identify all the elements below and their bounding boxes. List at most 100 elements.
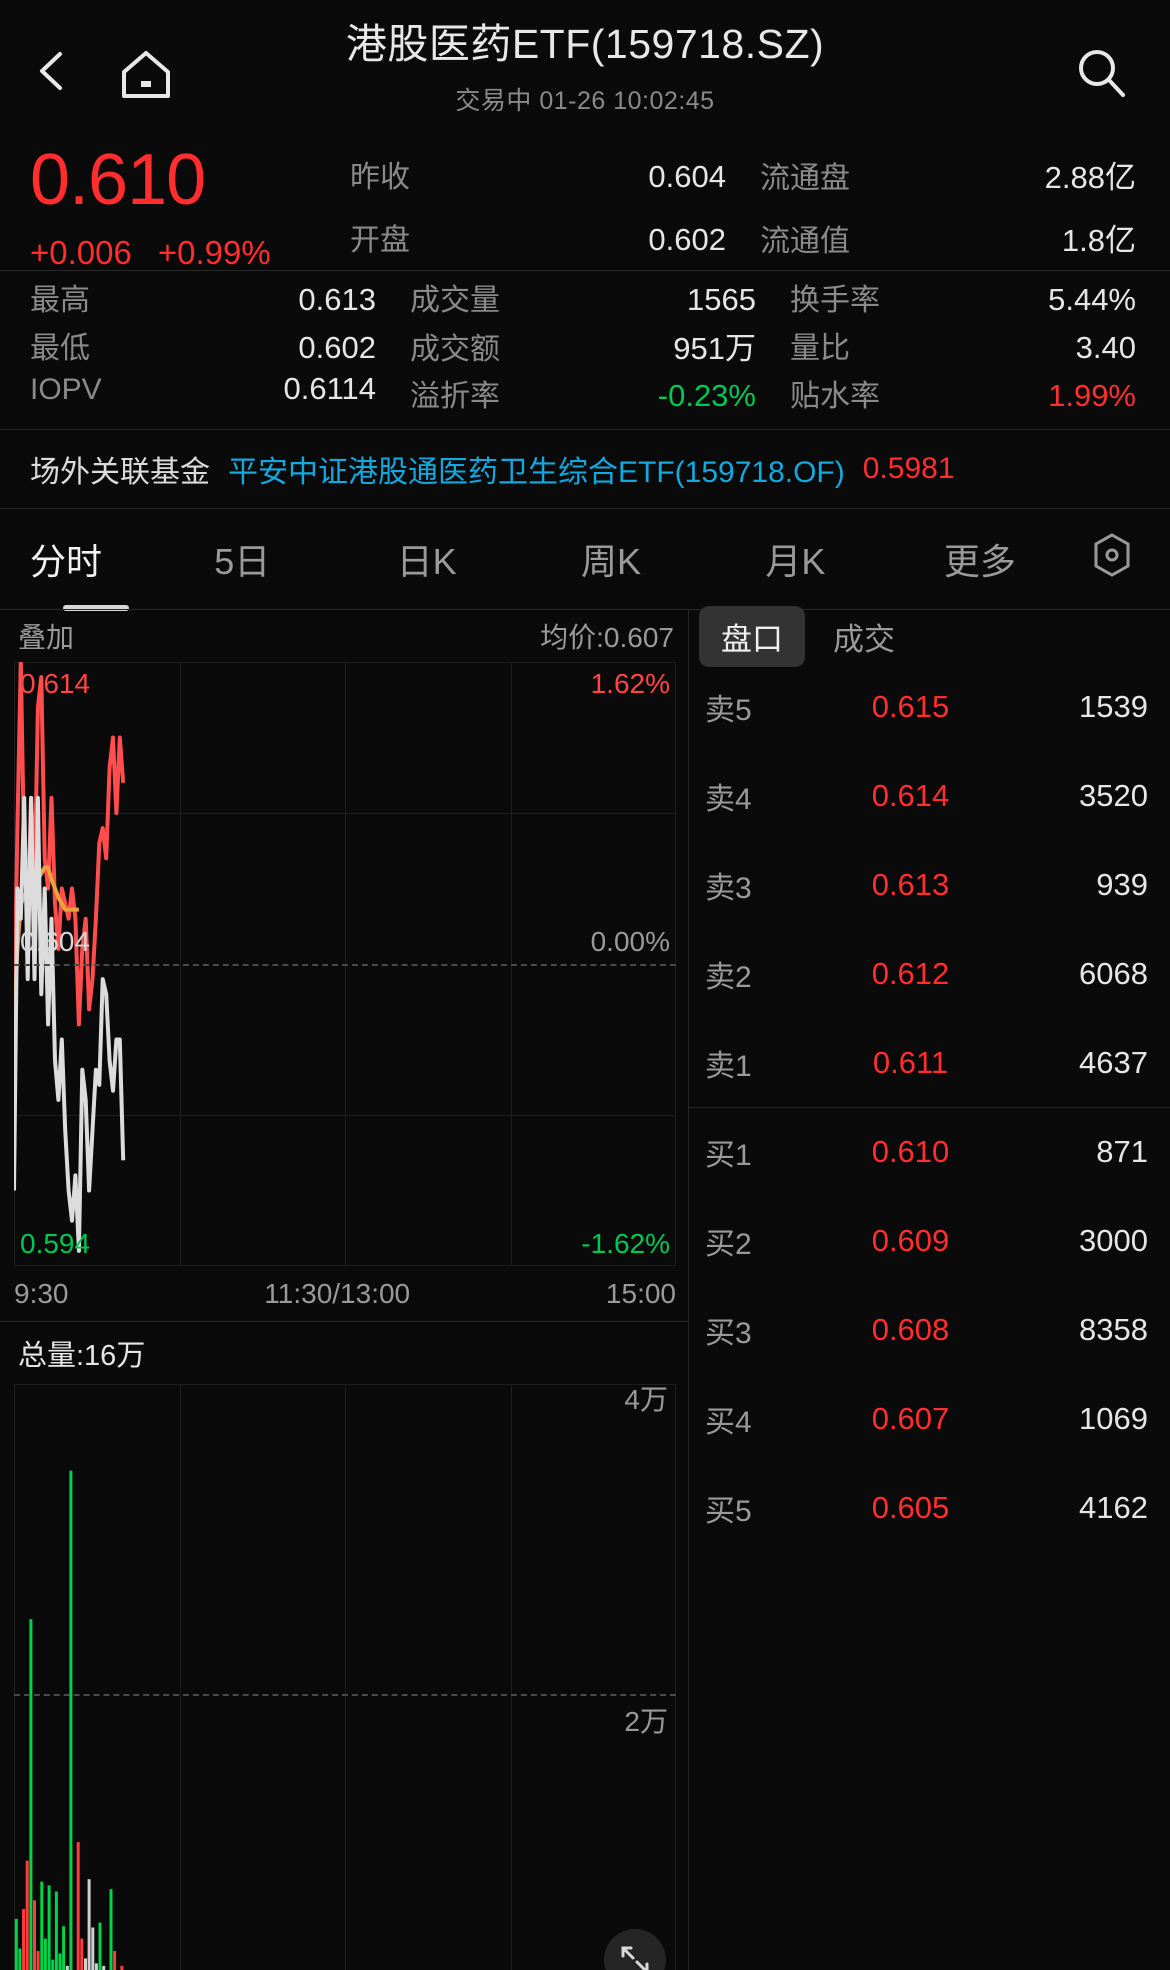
stat-row: IOPV 0.6114	[30, 371, 410, 419]
quote-label: 昨收	[350, 161, 410, 194]
chart-toolbar: 叠加 均价:0.607	[0, 610, 688, 662]
order-book-price: 0.615	[871, 688, 950, 724]
volume-bar	[87, 1879, 91, 1970]
stat-row: 成交额 951万	[410, 323, 790, 371]
quote-row: 昨收 0.604	[350, 152, 760, 215]
home-icon[interactable]	[118, 48, 174, 100]
order-book-volume: 1069	[1079, 1400, 1148, 1436]
volume-midline	[14, 1693, 676, 1696]
volume-bar	[113, 1951, 117, 1970]
stat-row: 成交量 1565	[410, 275, 790, 323]
chart-zero-pct: 0.00%	[590, 926, 670, 957]
search-icon[interactable]	[1072, 44, 1130, 102]
tab-more[interactable]: 更多	[943, 541, 1016, 582]
volume-bar	[62, 1926, 66, 1970]
stat-label: 成交额	[410, 333, 500, 366]
volume-header: 总量:16万	[0, 1322, 688, 1384]
linked-fund-row[interactable]: 场外关联基金 平安中证港股通医药卫生综合ETF(159718.OF) 0.598…	[0, 430, 1170, 508]
stat-label: 量比	[790, 332, 850, 365]
quote-value: 2.88亿	[1044, 160, 1136, 195]
order-book-price: 0.613	[871, 866, 950, 902]
tab-dayk[interactable]: 日K	[396, 541, 457, 582]
order-book-price: 0.607	[871, 1400, 950, 1436]
linked-fund-name[interactable]: 平安中证港股通医药卫生综合ETF(159718.OF)	[228, 456, 845, 489]
order-book-row[interactable]: 卖4 0.614 3520	[689, 751, 1170, 840]
stat-value: 3.40	[1075, 330, 1136, 365]
price-change-block: +0.006 +0.99%	[30, 234, 350, 272]
intraday-price-chart[interactable]: 0.614 1.62% 0.604 0.00% 0.594 -1.62%	[14, 662, 676, 1266]
order-book-volume: 8358	[1079, 1311, 1148, 1347]
stat-value: 5.44%	[1048, 282, 1136, 317]
volume-chart[interactable]: 4万 2万	[14, 1384, 676, 1970]
volume-label-2wan: 2万	[624, 1705, 668, 1737]
order-book-row[interactable]: 买4 0.607 1069	[689, 1374, 1170, 1463]
quote-row: 流通值 1.8亿	[760, 215, 1170, 278]
price-block: 0.610 +0.006 +0.99%	[30, 130, 350, 272]
quote-label: 流通值	[760, 225, 850, 258]
change-percent: +0.99%	[157, 234, 271, 271]
tab-pankou[interactable]: 盘口	[699, 605, 805, 667]
tab-weekk[interactable]: 周K	[581, 541, 642, 582]
chart-low-label: 0.594	[20, 1228, 91, 1259]
change-absolute: +0.006	[30, 234, 132, 271]
stat-label: 最高	[30, 284, 90, 317]
time-tick-mid: 11:30/13:00	[264, 1277, 411, 1309]
order-book-row[interactable]: 卖2 0.612 6068	[689, 929, 1170, 1018]
linked-fund-value: 0.5981	[862, 452, 955, 485]
quote-column-1: 昨收 0.604 开盘 0.602	[350, 130, 760, 270]
stat-value: 1565	[687, 282, 756, 317]
overlay-button[interactable]: 叠加	[18, 622, 75, 653]
title-block: 港股医药ETF(159718.SZ) 交易中 01-26 10:02:45	[0, 20, 1170, 117]
order-book-price: 0.608	[871, 1311, 950, 1347]
tab-monthk[interactable]: 月K	[765, 541, 826, 582]
order-book-level: 买4	[705, 1405, 752, 1439]
volume-bar	[54, 1891, 58, 1970]
stat-label: 贴水率	[790, 380, 880, 413]
order-book-tabs: 盘口 成交	[689, 605, 1170, 667]
volume-bars	[14, 1470, 124, 1970]
avg-price-label: 均价:0.607	[540, 622, 674, 653]
stats-column-3: 换手率 5.44% 量比 3.40 贴水率 1.99%	[790, 275, 1170, 419]
volume-bar	[29, 1619, 33, 1970]
volume-bar	[91, 1927, 95, 1970]
volume-label-4wan: 4万	[624, 1384, 668, 1415]
order-book-row[interactable]: 买2 0.609 3000	[689, 1196, 1170, 1285]
order-book-row[interactable]: 卖1 0.611 4637	[689, 1018, 1170, 1107]
time-tick-open: 9:30	[14, 1277, 69, 1309]
order-book-row[interactable]: 买3 0.608 8358	[689, 1285, 1170, 1374]
stat-value: 0.602	[298, 330, 376, 365]
stat-label: 成交量	[410, 284, 500, 317]
volume-bar	[98, 1922, 102, 1970]
volume-bar	[94, 1963, 98, 1970]
order-book-pane: 盘口 成交 卖5 0.615 1539 卖4 0.614 3520 卖3 0.613 939 卖2…	[688, 605, 1170, 1970]
prev-close-line	[14, 964, 676, 966]
order-book-row[interactable]: 卖5 0.615 1539	[689, 662, 1170, 751]
order-book-row[interactable]: 买5 0.605 4162	[689, 1463, 1170, 1552]
order-book-volume: 1539	[1079, 688, 1148, 724]
chevron-left-icon[interactable]	[30, 48, 76, 94]
order-book-level: 卖1	[705, 1049, 752, 1083]
order-book-volume: 871	[1096, 1134, 1148, 1169]
order-book-volume: 6068	[1079, 955, 1148, 991]
tab-5day[interactable]: 5日	[214, 541, 271, 582]
tab-chengjiao[interactable]: 成交	[833, 621, 895, 657]
volume-bar	[14, 1918, 18, 1970]
stat-row: 最低 0.602	[30, 323, 410, 371]
order-book-level: 买2	[705, 1227, 752, 1261]
market-status: 交易中 01-26 10:02:45	[455, 87, 715, 116]
stat-row: 量比 3.40	[790, 323, 1170, 371]
stat-label: IOPV	[30, 373, 102, 406]
chart-high-pct: 1.62%	[590, 668, 670, 699]
volume-bar	[65, 1965, 69, 1970]
order-book-level: 卖5	[705, 693, 752, 727]
order-book-volume: 3520	[1079, 777, 1148, 813]
order-book-level: 卖3	[705, 871, 752, 905]
order-book-price: 0.605	[871, 1489, 950, 1525]
stat-value: 0.6114	[283, 371, 376, 406]
tab-fenshi[interactable]: 分时	[30, 533, 150, 611]
gear-hex-icon[interactable]	[1072, 530, 1152, 589]
volume-bar	[25, 1860, 29, 1970]
order-book-row[interactable]: 卖3 0.613 939	[689, 840, 1170, 929]
divider	[0, 429, 1170, 430]
order-book-row[interactable]: 买1 0.610 871	[689, 1107, 1170, 1196]
